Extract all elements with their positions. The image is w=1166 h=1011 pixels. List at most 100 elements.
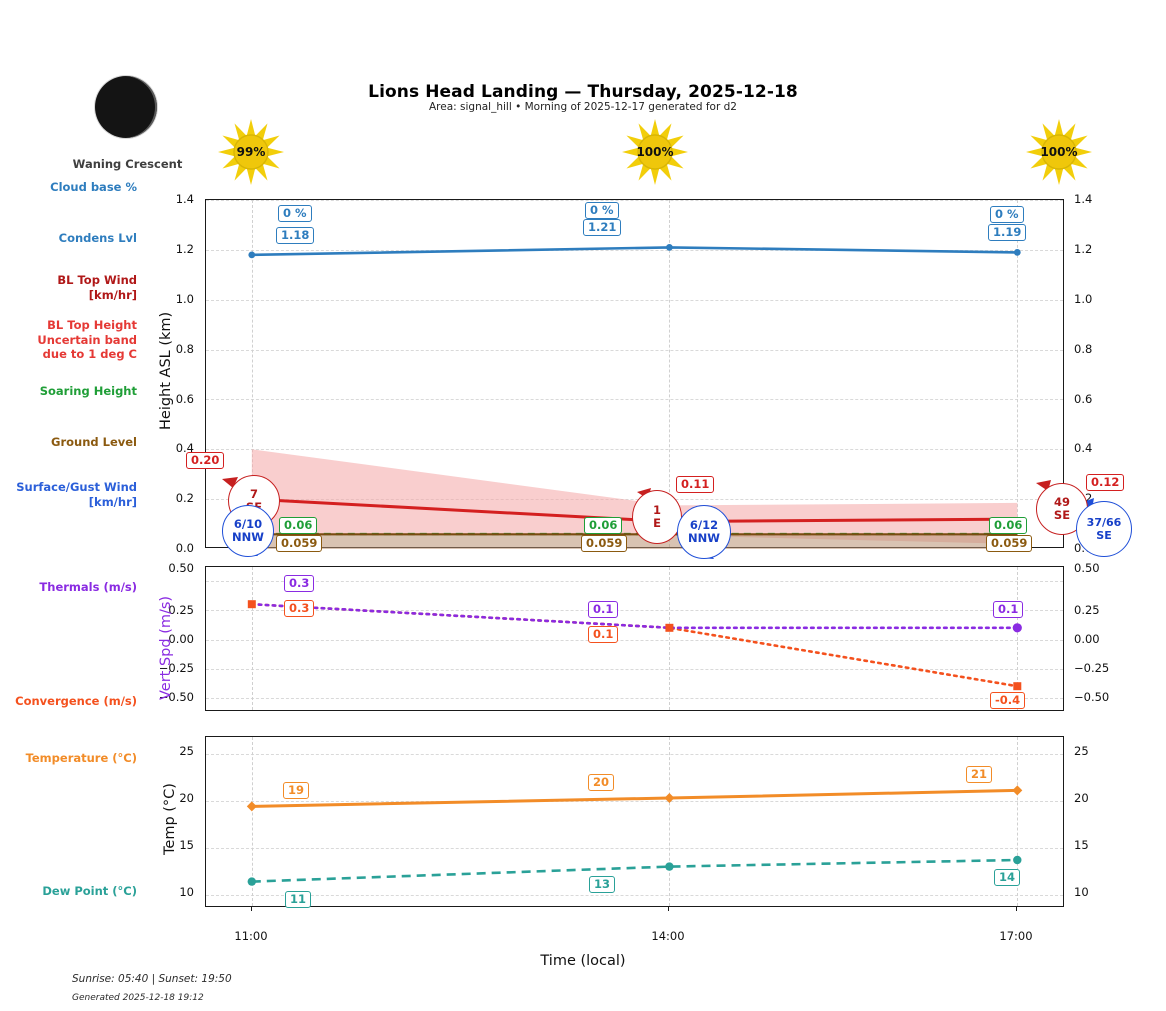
- legend-label-cloud-base-pct: Cloud base %: [50, 180, 137, 194]
- condens-lvl-line: [251, 246, 1018, 257]
- legend-label-bl-top-height: BL Top Height Uncertain band due to 1 de…: [37, 318, 137, 361]
- ytick-main-right-6: 1.2: [1074, 242, 1093, 256]
- ytick-main-left-7: 1.4: [175, 192, 194, 206]
- value-bl-top-height-1700: 0.12: [1086, 474, 1125, 491]
- sun-icon-1400: 100%: [621, 118, 689, 186]
- legend-label-ground-level: Ground Level: [51, 435, 137, 449]
- ytick-main-right-3: 0.6: [1074, 392, 1093, 406]
- yaxis-label-height-asl: Height ASL (km): [158, 311, 174, 430]
- value-dew-point-1100: 11: [285, 891, 312, 908]
- moon-phase-label: Waning Crescent: [72, 157, 183, 171]
- value-cloud-base-pct-1400: 0 %: [585, 202, 619, 219]
- moon-phase-icon: [95, 76, 159, 140]
- value-ground-level-1100: 0.059: [276, 535, 323, 552]
- legend-label-soaring-height: Soaring Height: [39, 384, 137, 398]
- convergence-line: [250, 602, 1019, 688]
- dew-point-line: [251, 858, 1018, 883]
- value-dew-point-1700: 14: [994, 869, 1021, 886]
- value-ground-level-1400: 0.059: [581, 535, 628, 552]
- value-soaring-height-1100: 0.06: [279, 517, 318, 534]
- ytick-main-right-2: 0.4: [1074, 441, 1093, 455]
- wind-sfc-dir: NNW: [688, 531, 720, 545]
- wind-bl-speed: 7: [249, 487, 258, 501]
- xaxis-title: Time (local): [540, 953, 626, 969]
- ytick-vert-left-0: 0.50: [168, 561, 194, 575]
- sun-icon-1100: 99%: [217, 118, 285, 186]
- wind-sfc-dir: NNW: [232, 530, 264, 544]
- wind-surface-1100: 6/10 NNW: [222, 505, 274, 557]
- legend-label-temperature: Temperature (°C): [25, 751, 137, 765]
- ytick-temp-right-0: 25: [1074, 744, 1089, 758]
- ytick-temp-left-0: 25: [179, 744, 194, 758]
- wind-bl-dir: SE: [1053, 508, 1071, 522]
- wind-bl-speed: 49: [1053, 495, 1070, 509]
- xtick-label-1700: 17:00: [999, 929, 1033, 943]
- value-cloud-base-pct-1700: 0 %: [990, 206, 1024, 223]
- ytick-vert-right-3: −0.25: [1074, 661, 1110, 675]
- value-ground-level-1700: 0.059: [986, 535, 1033, 552]
- value-soaring-height-1700: 0.06: [989, 517, 1028, 534]
- value-soaring-height-1400: 0.06: [584, 517, 623, 534]
- wind-sfc-speed: 6/10: [233, 517, 263, 531]
- legend-label-condens-lvl: Condens Lvl: [58, 231, 137, 245]
- value-thermals-1100: 0.3: [284, 575, 315, 592]
- thermals-line: [250, 602, 1019, 630]
- value-convergence-1100: 0.3: [284, 600, 315, 617]
- ytick-temp-right-2: 15: [1074, 838, 1089, 852]
- wind-bl-top-1400: 1 E: [632, 490, 682, 544]
- value-bl-top-height-1100: 0.20: [186, 452, 225, 469]
- ytick-main-left-2: 0.4: [175, 441, 194, 455]
- value-temperature-1700: 21: [966, 766, 993, 783]
- ytick-main-left-1: 0.2: [175, 491, 194, 505]
- legend-label-surface-gust-wind: Surface/Gust Wind [km/hr]: [16, 480, 137, 509]
- page-title: Lions Head Landing — Thursday, 2025-12-1…: [368, 82, 798, 102]
- sun-percent-label: 100%: [1040, 145, 1078, 159]
- value-condens-lvl-1100: 1.18: [276, 227, 315, 244]
- xtick-label-1400: 14:00: [651, 929, 685, 943]
- xtick-label-1100: 11:00: [234, 929, 268, 943]
- ytick-vert-left-4: −0.50: [158, 690, 194, 704]
- value-condens-lvl-1400: 1.21: [583, 219, 622, 236]
- ytick-temp-right-1: 20: [1074, 791, 1089, 805]
- value-bl-top-height-1400: 0.11: [676, 476, 715, 493]
- chart-vert-spd: [205, 566, 1064, 711]
- yaxis-label-vert-spd: Vert Spd (m/s): [158, 595, 174, 700]
- ytick-main-right-4: 0.8: [1074, 342, 1093, 356]
- legend-label-convergence: Convergence (m/s): [15, 694, 137, 708]
- value-condens-lvl-1700: 1.19: [988, 224, 1027, 241]
- value-thermals-1700: 0.1: [993, 601, 1024, 618]
- value-dew-point-1400: 13: [589, 876, 616, 893]
- wind-surface-1700: 37/66 SE: [1076, 501, 1132, 557]
- ytick-vert-left-3: −0.25: [158, 661, 194, 675]
- wind-bl-dir: E: [653, 516, 661, 530]
- ytick-vert-right-2: 0.00: [1074, 632, 1100, 646]
- ytick-main-left-5: 1.0: [175, 292, 194, 306]
- sun-percent-label: 99%: [236, 145, 266, 159]
- value-thermals-1400: 0.1: [588, 601, 619, 618]
- yaxis-label-temp: Temp (°C): [162, 783, 178, 855]
- sunrise-sunset-text: Sunrise: 05:40 | Sunset: 19:50: [72, 973, 232, 985]
- wind-sfc-speed: 6/12: [689, 518, 719, 532]
- ytick-temp-left-2: 15: [179, 838, 194, 852]
- ytick-main-left-4: 0.8: [175, 342, 194, 356]
- temperature-line: [251, 788, 1018, 808]
- ytick-vert-right-0: 0.50: [1074, 561, 1100, 575]
- value-temperature-1100: 19: [283, 782, 310, 799]
- value-convergence-1700: -0.4: [990, 692, 1026, 709]
- ytick-main-right-7: 1.4: [1074, 192, 1093, 206]
- wind-sfc-dir: SE: [1096, 529, 1112, 542]
- ytick-vert-left-2: 0.00: [168, 632, 194, 646]
- ytick-temp-left-3: 10: [179, 885, 194, 899]
- value-temperature-1400: 20: [588, 774, 615, 791]
- ytick-vert-right-4: −0.50: [1074, 690, 1110, 704]
- ytick-temp-right-3: 10: [1074, 885, 1089, 899]
- sun-percent-label: 100%: [636, 145, 674, 159]
- wind-surface-1400: 6/12 NNW: [677, 505, 731, 559]
- ytick-vert-left-1: 0.25: [168, 603, 194, 617]
- legend-label-dew-point: Dew Point (°C): [42, 884, 137, 898]
- ytick-temp-left-1: 20: [179, 791, 194, 805]
- ytick-main-left-6: 1.2: [175, 242, 194, 256]
- ytick-main-left-0: 0.0: [175, 541, 194, 555]
- ytick-vert-right-1: 0.25: [1074, 603, 1100, 617]
- value-convergence-1400: 0.1: [588, 626, 619, 643]
